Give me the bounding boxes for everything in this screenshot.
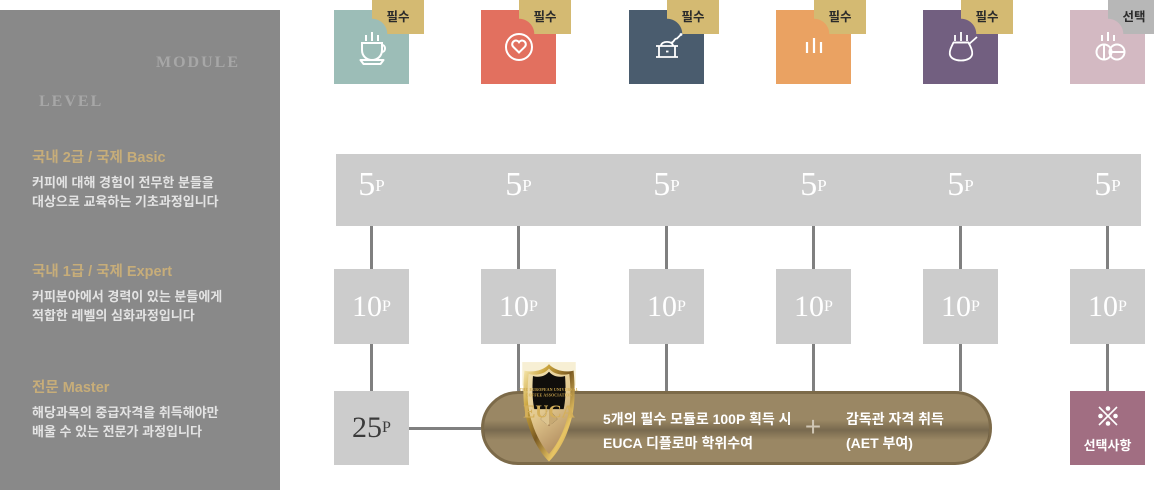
svg-text:COFFEE ASSOCIATION: COFFEE ASSOCIATION: [526, 393, 573, 397]
svg-text:EUCA: EUCA: [523, 402, 575, 422]
svg-text:THE EUROPEAN UNIVERSAL: THE EUROPEAN UNIVERSAL: [520, 388, 579, 392]
